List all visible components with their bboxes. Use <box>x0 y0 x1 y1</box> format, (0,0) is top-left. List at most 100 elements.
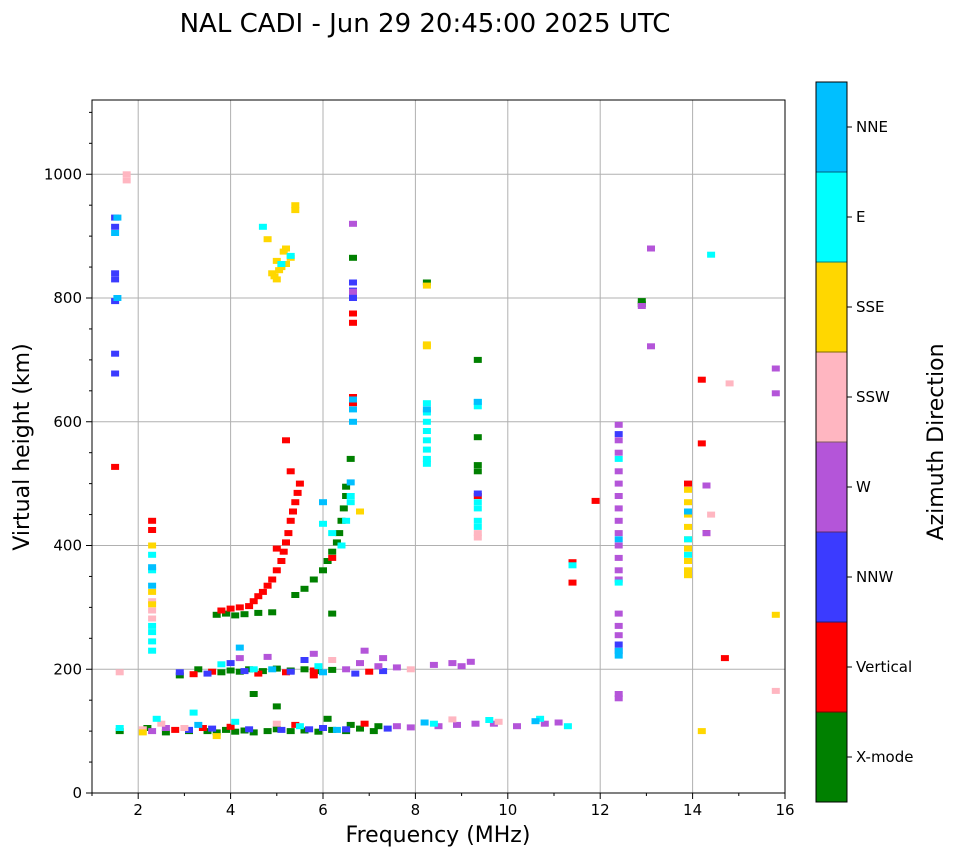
data-point-vertical <box>226 723 235 730</box>
colorbar-tick-label: NNW <box>856 568 893 586</box>
data-point-ssw <box>157 720 166 727</box>
data-point-w <box>489 720 498 727</box>
data-point-vertical <box>272 567 281 574</box>
data-point-nnw <box>379 668 388 675</box>
data-point-w <box>702 530 711 537</box>
data-point-w <box>434 723 443 730</box>
data-point-x-mode <box>342 483 351 490</box>
data-point-x-mode <box>473 356 482 363</box>
data-point-sse <box>279 248 288 255</box>
data-point-x-mode <box>314 668 323 675</box>
colorbar-swatch-e <box>816 172 847 263</box>
data-point-vertical <box>282 539 290 546</box>
data-point-ssw <box>406 666 415 673</box>
data-point-x-mode <box>332 539 341 546</box>
data-point-e <box>148 551 157 558</box>
data-point-vertical <box>249 598 258 605</box>
data-point-w <box>614 480 623 487</box>
data-point-sse <box>356 508 364 515</box>
data-point-e <box>473 517 482 524</box>
data-point-w <box>614 554 623 561</box>
colorbar-label: Azimuth Direction <box>924 343 949 540</box>
data-point-e <box>707 251 716 258</box>
data-point-sse <box>422 282 431 289</box>
data-point-x-mode <box>268 609 277 616</box>
colorbar-tick-label: X-mode <box>856 748 913 766</box>
plot-area <box>92 100 785 793</box>
data-point-nnw <box>614 641 623 648</box>
data-point-sse <box>684 523 692 530</box>
data-point-e <box>115 725 124 731</box>
data-point-e <box>473 505 482 512</box>
data-point-nnw <box>111 350 120 357</box>
data-point-nne <box>148 582 157 589</box>
colorbar-tick-label: SSW <box>856 388 890 406</box>
data-point-sse <box>684 486 692 493</box>
colorbar-tick-label: NNE <box>856 118 888 136</box>
data-point-sse <box>148 601 157 608</box>
data-point-ssw <box>122 171 131 178</box>
data-point-w <box>356 660 364 667</box>
data-point-x-mode <box>258 668 267 675</box>
data-point-x-mode <box>272 665 281 672</box>
data-point-nne <box>111 230 120 236</box>
data-point-w <box>614 567 623 574</box>
data-point-e <box>249 666 258 673</box>
data-point-x-mode <box>374 723 383 730</box>
data-point-w <box>614 695 623 702</box>
colorbar-frame <box>815 81 848 803</box>
data-point-x-mode <box>254 609 263 616</box>
data-point-vertical <box>697 440 706 447</box>
data-point-w <box>614 437 623 444</box>
data-point-w <box>513 723 521 730</box>
data-point-nne <box>420 719 429 726</box>
data-point-x-mode <box>300 585 309 592</box>
data-point-x-mode <box>203 728 212 735</box>
data-point-vertical <box>254 593 263 600</box>
data-point-w <box>614 421 623 428</box>
x-tick-label: 6 <box>318 801 328 819</box>
data-point-x-mode <box>342 493 351 499</box>
data-point-e <box>614 579 623 586</box>
data-point-nne <box>113 214 122 221</box>
data-point-e <box>473 403 482 410</box>
data-point-w <box>263 653 272 660</box>
data-point-sse <box>275 267 284 274</box>
plot-background <box>92 100 785 793</box>
data-point-e <box>152 715 161 722</box>
data-point-nnw <box>614 431 623 438</box>
data-point-x-mode <box>356 725 364 732</box>
data-point-nnw <box>245 726 254 733</box>
data-point-x-mode <box>291 592 300 598</box>
data-point-x-mode <box>175 672 184 679</box>
data-point-x-mode <box>319 567 327 574</box>
data-point-w <box>349 288 357 295</box>
data-point-w <box>540 720 549 727</box>
data-point-nnw <box>349 295 357 301</box>
data-point-vertical <box>217 607 226 614</box>
data-point-nnw <box>185 726 193 733</box>
data-point-sse <box>282 261 290 267</box>
data-point-nne <box>349 396 357 403</box>
data-point-w <box>349 220 357 227</box>
data-point-e <box>684 551 692 558</box>
data-point-sse <box>291 202 300 209</box>
x-axis-label: Frequency (MHz) <box>346 823 531 848</box>
data-point-vertical <box>568 579 577 586</box>
data-point-ssw <box>272 720 281 727</box>
data-point-e <box>277 261 286 267</box>
data-point-nnw <box>240 668 249 675</box>
data-point-x-mode <box>231 728 240 735</box>
data-point-w <box>614 622 623 629</box>
data-point-vertical <box>277 558 286 564</box>
data-point-vertical <box>568 559 577 566</box>
data-point-x-mode <box>309 576 318 583</box>
data-point-nnw <box>277 726 286 733</box>
data-point-x-mode <box>328 610 337 617</box>
data-point-ssw <box>771 687 780 694</box>
data-point-e <box>422 437 431 444</box>
data-point-x-mode <box>212 611 221 618</box>
data-point-vertical <box>254 670 263 677</box>
data-point-nne <box>194 721 203 728</box>
colorbar-swatch-nnw <box>816 532 847 623</box>
